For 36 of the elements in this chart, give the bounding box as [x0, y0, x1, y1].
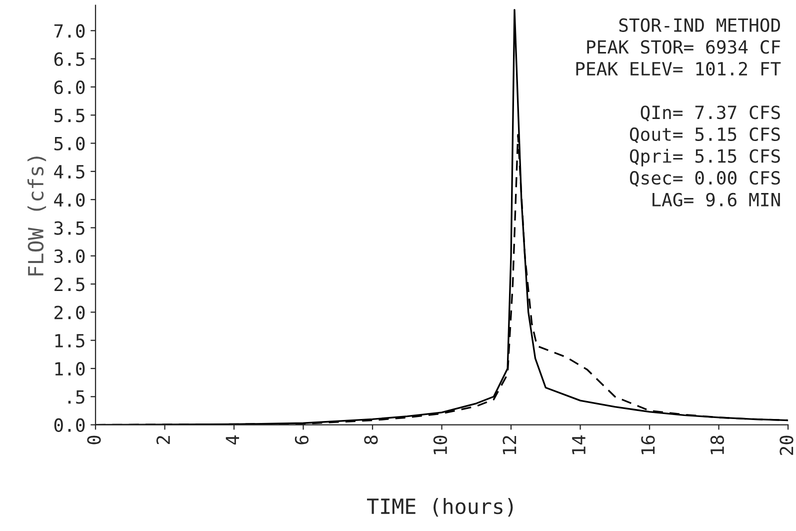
x-tick-label: 12 [502, 436, 516, 454]
y-tick-label: 2.5 [54, 278, 84, 292]
y-tick-label: 1.0 [55, 362, 85, 376]
y-tick-label: 7.0 [54, 24, 85, 38]
x-tick-label: 8 [364, 436, 378, 444]
x-tick-label: 10 [433, 436, 448, 454]
y-tick-label: 3.5 [54, 221, 84, 235]
x-axis-title: TIME (hours) [367, 498, 513, 517]
annotation: PEAK ELEV= 101.2 FT [576, 62, 781, 76]
y-tick-label: 4.0 [54, 193, 85, 207]
x-tick-label: 20 [780, 436, 794, 455]
x-tick-label: 18 [710, 436, 724, 454]
x-tick-label: 14 [572, 435, 586, 454]
y-tick-label: 0.0 [54, 418, 85, 432]
y-tick-label: .5 [68, 390, 84, 404]
annotation: PEAK STOR= 6934 CF [587, 40, 780, 54]
y-tick-label: 4.5 [54, 165, 84, 179]
annotation: STOR-IND METHOD [619, 18, 780, 32]
annotation: QIn= 7.37 CFS [640, 106, 780, 122]
y-axis-title: FLOW (cfs) [27, 156, 46, 276]
y-tick-label: 1.5 [55, 334, 84, 348]
y-tick-label: 5.0 [54, 136, 85, 150]
x-tick-label: 2 [156, 436, 170, 444]
annotation: Qout= 5.15 CFS [630, 127, 780, 144]
x-tick-label: 0 [87, 436, 101, 444]
annotation: Qsec= 0.00 CFS [630, 171, 780, 187]
x-tick-label: 4 [226, 435, 240, 444]
x-tick-label: 6 [294, 436, 309, 444]
y-tick-label: 3.0 [54, 249, 85, 264]
annotation: Qpri= 5.15 CFS [630, 148, 780, 166]
y-tick-label: 5.5 [54, 108, 84, 122]
y-tick-label: 2.0 [54, 306, 85, 320]
annotation: LAG= 9.6 MIN [652, 192, 780, 206]
y-tick-label: 6.5 [54, 52, 84, 66]
y-tick-label: 6.0 [54, 80, 85, 94]
x-tick-label: 16 [641, 436, 655, 454]
